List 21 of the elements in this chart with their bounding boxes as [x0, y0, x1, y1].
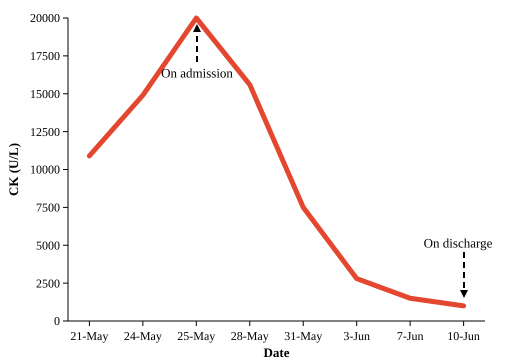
x-tick-label: 31-May: [284, 329, 322, 343]
y-axis-title: CK (U/L): [6, 142, 21, 196]
x-axis-title: Date: [264, 345, 290, 360]
x-tick-label: 7-Jun: [396, 329, 424, 343]
y-tick-label: 12500: [30, 124, 60, 139]
x-tick-label: 25-May: [177, 329, 216, 343]
x-tick-label: 3-Jun: [343, 329, 370, 343]
y-tick-label: 5000: [36, 238, 60, 252]
x-tick-label: 28-May: [230, 329, 269, 343]
x-tick-label: 21-May: [70, 329, 108, 343]
x-tick-label: 24-May: [124, 329, 162, 343]
y-tick-label: 20000: [30, 11, 60, 26]
y-tick-label: 17500: [30, 49, 60, 64]
annotation: On discharge: [424, 236, 493, 251]
y-tick-label: 10000: [30, 162, 60, 177]
y-tick-label: 2500: [36, 276, 60, 290]
y-tick-label: 15000: [30, 86, 60, 101]
y-tick-label: 7500: [36, 200, 60, 215]
y-tick-label: 0: [54, 314, 60, 328]
x-tick-label: 10-Jun: [447, 329, 480, 343]
annotation: On admission: [161, 66, 234, 81]
